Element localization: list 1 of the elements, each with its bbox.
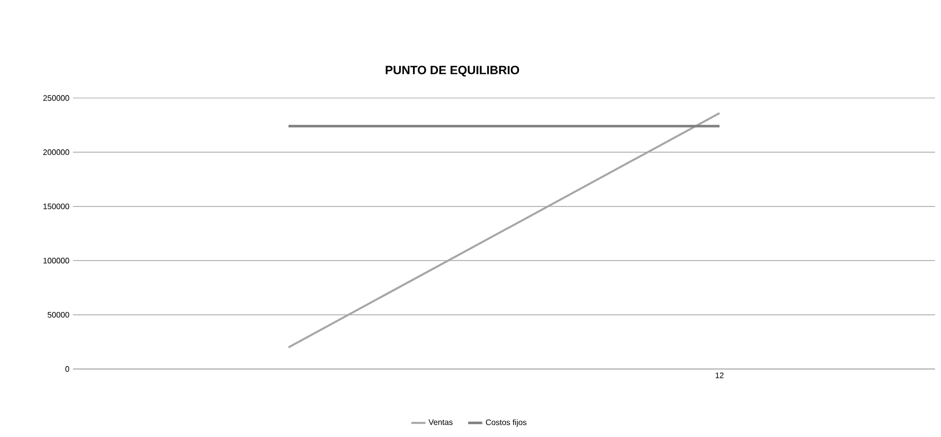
chart-title: PUNTO DE EQUILIBRIO [386,66,520,77]
